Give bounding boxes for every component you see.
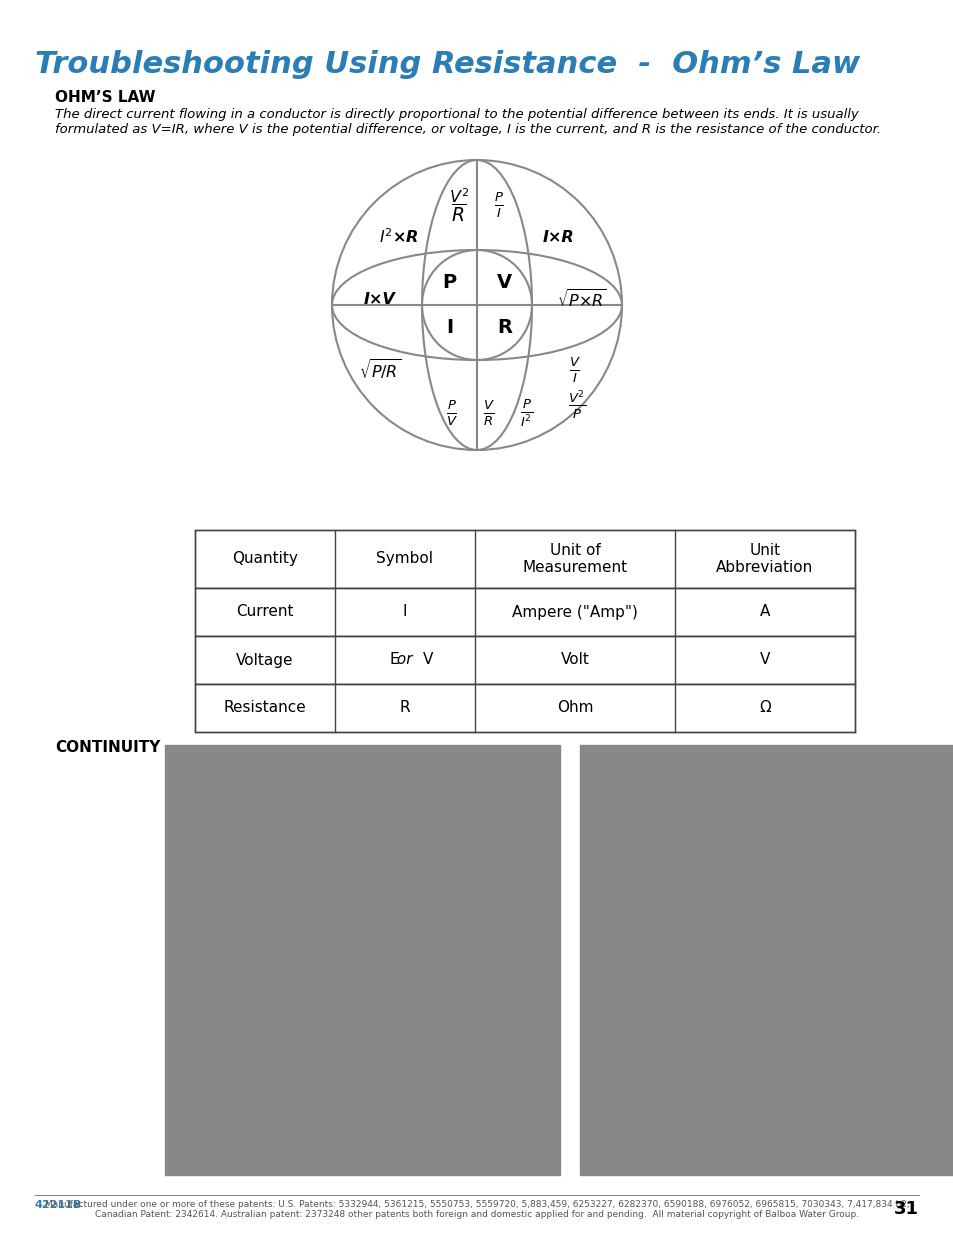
Text: $\frac{P}{I^2}$: $\frac{P}{I^2}$ xyxy=(520,396,533,429)
Text: $\frac{P}{V}$: $\frac{P}{V}$ xyxy=(446,398,457,427)
Bar xyxy=(194,684,854,732)
Text: V: V xyxy=(759,652,769,667)
Text: or: or xyxy=(392,652,417,667)
Text: Ω: Ω xyxy=(759,700,770,715)
Text: Troubleshooting Using Resistance  -  Ohm’s Law: Troubleshooting Using Resistance - Ohm’s… xyxy=(35,49,860,79)
Text: $V^2$: $V^2$ xyxy=(449,188,469,206)
Text: $\overline{R}$: $\overline{R}$ xyxy=(451,204,466,226)
Text: I: I xyxy=(402,604,407,620)
Text: $\sqrt{P/R}$: $\sqrt{P/R}$ xyxy=(358,358,400,382)
Text: E: E xyxy=(390,652,405,667)
Text: 31: 31 xyxy=(893,1200,918,1218)
Text: Unit
Abbreviation: Unit Abbreviation xyxy=(716,543,813,576)
Text: Voltage: Voltage xyxy=(236,652,294,667)
Bar xyxy=(165,745,559,1174)
Text: Manufactured under one or more of these patents: U.S. Patents: 5332944, 5361215,: Manufactured under one or more of these … xyxy=(45,1200,908,1219)
Bar xyxy=(194,636,854,684)
Text: OHM’S LAW: OHM’S LAW xyxy=(55,90,155,105)
Text: $\sqrt{P×R}$: $\sqrt{P×R}$ xyxy=(557,289,606,311)
Text: R: R xyxy=(497,317,512,337)
Text: Unit of
Measurement: Unit of Measurement xyxy=(522,543,627,576)
Text: A: A xyxy=(759,604,769,620)
Text: Resistance: Resistance xyxy=(223,700,306,715)
Text: I: I xyxy=(445,317,453,337)
Text: The direct current flowing in a conductor is directly proportional to the potent: The direct current flowing in a conducto… xyxy=(55,107,881,136)
Text: $\frac{V}{I}$: $\frac{V}{I}$ xyxy=(569,356,580,385)
Text: Ampere ("Amp"): Ampere ("Amp") xyxy=(512,604,638,620)
Text: Symbol: Symbol xyxy=(376,552,433,567)
Text: 42211B: 42211B xyxy=(35,1200,82,1210)
Bar xyxy=(579,745,953,1174)
Bar xyxy=(194,588,854,636)
Text: $\frac{V^2}{P}$: $\frac{V^2}{P}$ xyxy=(567,389,585,421)
Text: V: V xyxy=(497,273,512,291)
Text: Current: Current xyxy=(236,604,294,620)
Text: $\frac{V}{R}$: $\frac{V}{R}$ xyxy=(482,398,495,427)
Bar xyxy=(194,530,854,588)
Text: Ohm: Ohm xyxy=(557,700,593,715)
Text: R: R xyxy=(399,700,410,715)
Text: Volt: Volt xyxy=(560,652,589,667)
Text: I×R: I×R xyxy=(542,230,575,245)
Text: I×V: I×V xyxy=(364,293,395,308)
Text: $I^2$×R: $I^2$×R xyxy=(378,227,418,246)
Text: CONTINUITY: CONTINUITY xyxy=(55,740,160,755)
Text: Quantity: Quantity xyxy=(232,552,297,567)
Text: $\frac{P}{I}$: $\frac{P}{I}$ xyxy=(494,190,503,220)
Text: V: V xyxy=(422,652,433,667)
Text: P: P xyxy=(442,273,456,291)
